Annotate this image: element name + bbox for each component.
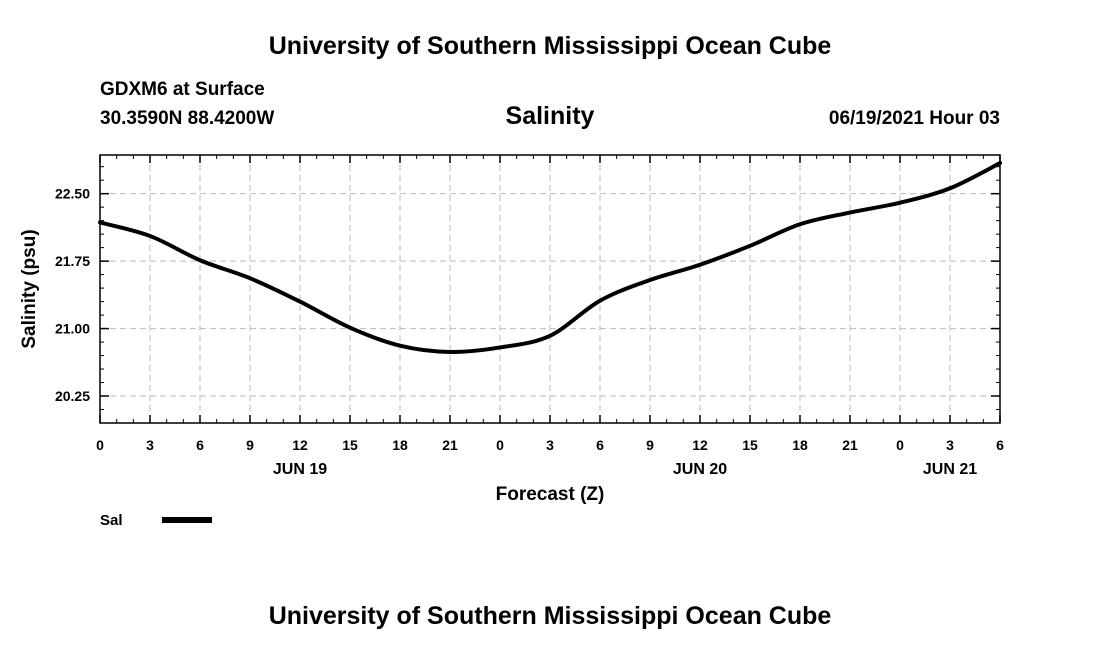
- x-tick-label: 21: [842, 437, 858, 453]
- variable-label: Salinity: [506, 102, 595, 130]
- footer-title: University of Southern Mississippi Ocean…: [269, 602, 832, 630]
- x-tick-label: 0: [496, 437, 504, 453]
- x-tick-label: 6: [596, 437, 604, 453]
- legend-label: Sal: [100, 512, 123, 529]
- y-tick-label: 20.25: [55, 388, 90, 404]
- date-label: JUN 19: [273, 461, 327, 478]
- x-axis-label: Forecast (Z): [496, 484, 605, 505]
- x-tick-label: 18: [392, 437, 408, 453]
- x-tick-label: 9: [246, 437, 254, 453]
- x-tick-label: 3: [946, 437, 954, 453]
- location-label: 30.3590N 88.4200W: [100, 108, 274, 129]
- datetime-label: 06/19/2021 Hour 03: [829, 108, 1000, 129]
- y-axis-label: Salinity (psu): [19, 229, 40, 348]
- x-tick-label: 15: [742, 437, 758, 453]
- x-tick-label: 15: [342, 437, 358, 453]
- x-tick-label: 9: [646, 437, 654, 453]
- grid-lines: [100, 155, 1000, 423]
- x-tick-label: 21: [442, 437, 458, 453]
- x-tick-label: 0: [96, 437, 104, 453]
- date-label: JUN 21: [923, 461, 977, 478]
- x-tick-label: 0: [896, 437, 904, 453]
- date-labels: JUN 19 JUN 20 JUN 21: [273, 461, 977, 478]
- y-tick-label: 21.00: [55, 321, 90, 337]
- x-tick-label: 12: [292, 437, 308, 453]
- salinity-chart: University of Southern Mississippi Ocean…: [0, 0, 1100, 650]
- x-tick-label: 12: [692, 437, 708, 453]
- y-tick-label: 22.50: [55, 186, 90, 202]
- station-label: GDXM6 at Surface: [100, 79, 265, 100]
- x-tick-label: 6: [996, 437, 1004, 453]
- x-tick-label: 18: [792, 437, 808, 453]
- x-tick-label: 3: [146, 437, 154, 453]
- date-label: JUN 20: [673, 461, 727, 478]
- x-tick-label: 3: [546, 437, 554, 453]
- y-tick-label: 21.75: [55, 253, 90, 269]
- chart-title: University of Southern Mississippi Ocean…: [269, 32, 832, 60]
- y-axis-ticks: 20.25 21.00 21.75 22.50: [55, 167, 1000, 410]
- x-tick-label: 6: [196, 437, 204, 453]
